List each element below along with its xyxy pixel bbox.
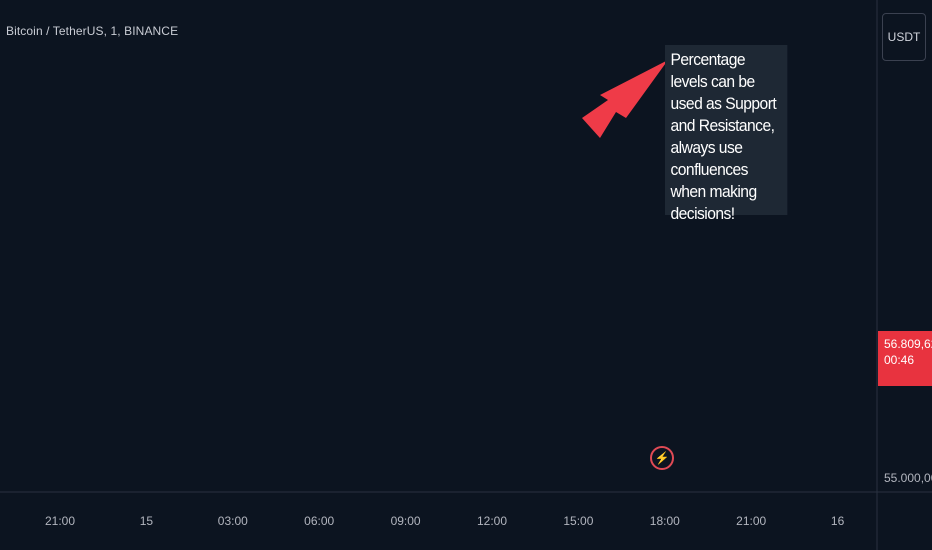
currency-selector[interactable]: USDT — [882, 13, 926, 61]
countdown-label: 00:46 — [884, 353, 915, 367]
x-tick-label: 16 — [831, 514, 845, 528]
x-tick-label: 15:00 — [563, 514, 593, 528]
x-tick-label: 21:00 — [45, 514, 75, 528]
annotation-arrow — [582, 60, 668, 138]
x-tick-label: 21:00 — [736, 514, 766, 528]
lightning-icon[interactable]: ⚡ — [650, 446, 674, 470]
current-price-label: 56.809,62 — [884, 337, 932, 351]
x-tick-label: 15 — [140, 514, 154, 528]
x-tick-label: 18:00 — [650, 514, 680, 528]
x-tick-label: 06:00 — [304, 514, 334, 528]
y-tick-label: 55.000,00 — [884, 471, 932, 485]
current-price-badge: 56.809,62 00:46 — [878, 331, 932, 386]
x-tick-label: 03:00 — [218, 514, 248, 528]
symbol-title[interactable]: Bitcoin / TetherUS, 1, BINANCE — [6, 24, 179, 38]
x-tick-label: 12:00 — [477, 514, 507, 528]
x-tick-label: 09:00 — [391, 514, 421, 528]
annotation-note[interactable]: Percentage levels can be used as Support… — [665, 45, 788, 223]
